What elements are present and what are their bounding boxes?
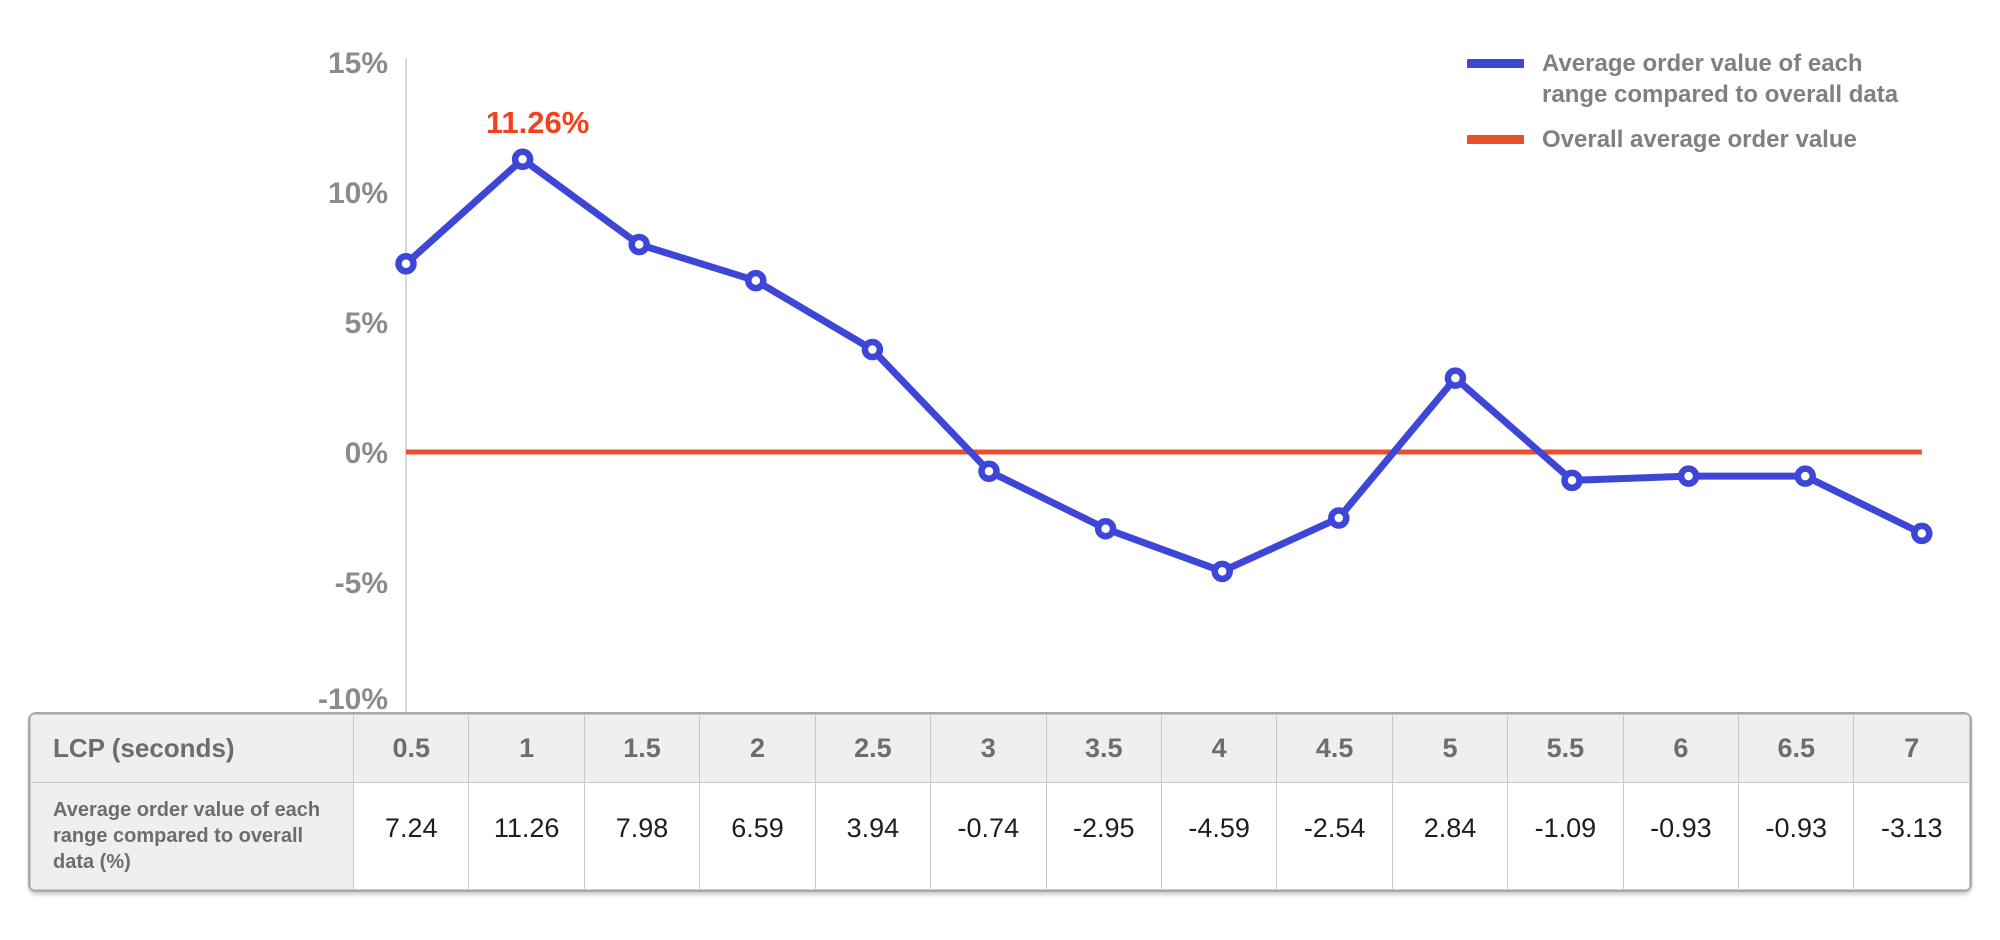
aov-value-cell: 11.26 — [468, 782, 585, 890]
aov-value-cell: 7.24 — [352, 782, 470, 890]
aov-value-cell: -4.59 — [1160, 782, 1278, 890]
data-point-marker — [395, 253, 417, 275]
lcp-header-cell: 7 — [1853, 714, 1970, 783]
lcp-header-cell: 1.5 — [583, 714, 701, 783]
aov-value-row: Average order value of each range compar… — [30, 782, 1970, 890]
lcp-header-cell: 0.5 — [352, 714, 470, 783]
aov-value-cell: -0.93 — [1738, 782, 1855, 890]
peak-annotation: 11.26% — [486, 105, 589, 140]
data-point-marker — [1561, 469, 1583, 492]
lcp-header-cell: 3.5 — [1045, 714, 1162, 783]
data-point-marker — [1094, 517, 1117, 540]
lcp-header-cell: 4 — [1160, 714, 1278, 783]
aov-row-label: Average order value of each range compar… — [30, 782, 354, 890]
aov-value-cell: -0.74 — [930, 782, 1047, 890]
chart-legend: Average order value of each range compar… — [1467, 48, 1937, 169]
legend-label-overall-average: Overall average order value — [1542, 124, 1857, 155]
aov-value-cell: -3.13 — [1853, 782, 1970, 890]
lcp-header-cell: 2 — [699, 714, 816, 783]
lcp-header-row: LCP (seconds) 0.5 1 1.5 2 2.5 3 3.5 4 4.5 5 5.5 6 6.… — [30, 714, 1970, 783]
lcp-header-cell: 6 — [1622, 714, 1740, 783]
lcp-header-cell: 5.5 — [1507, 714, 1624, 783]
aov-value-cell: -0.93 — [1622, 782, 1740, 890]
lcp-header-cell: 2.5 — [814, 714, 932, 783]
data-point-marker — [861, 338, 884, 361]
legend-item-overall-average: Overall average order value — [1467, 124, 1937, 155]
legend-item-aov-range: Average order value of each range compar… — [1467, 48, 1937, 110]
y-tick-label: 0% — [345, 437, 388, 470]
legend-label-line: range compared to overall data — [1542, 81, 1899, 108]
data-point-marker — [1444, 367, 1467, 389]
data-point-marker — [1211, 560, 1233, 583]
lcp-header-cell: 4.5 — [1276, 714, 1393, 783]
legend-label-aov-range: Average order value of each range compar… — [1542, 48, 1898, 110]
aov-value-cell: -2.54 — [1276, 782, 1393, 890]
y-tick-label: 10% — [328, 177, 388, 210]
data-point-marker — [1911, 522, 1933, 545]
data-point-marker — [1677, 465, 1700, 487]
aov-value-cell: -1.09 — [1507, 782, 1624, 890]
aov-value-cell: 6.59 — [699, 782, 816, 890]
lcp-header-cell: 3 — [930, 714, 1047, 783]
aov-value-cell: -2.95 — [1045, 782, 1162, 890]
lcp-header-cell: 1 — [468, 714, 585, 783]
data-table: LCP (seconds) 0.5 1 1.5 2 2.5 3 3.5 4 4.5 5 5.5 6 6.… — [30, 714, 1970, 890]
legend-label-line: Overall average order value — [1542, 126, 1857, 153]
y-tick-label: -10% — [318, 683, 388, 712]
y-tick-label: 15% — [328, 47, 388, 80]
data-point-marker — [978, 460, 1000, 482]
lcp-aov-data-table: LCP (seconds) 0.5 1 1.5 2 2.5 3 3.5 4 4.5 5 5.5 6 6.… — [28, 712, 1972, 892]
data-point-marker — [1328, 507, 1350, 529]
data-point-marker — [628, 233, 650, 256]
data-point-marker — [511, 148, 534, 170]
legend-swatch-red — [1467, 135, 1524, 144]
data-point-marker — [745, 269, 767, 292]
data-point-marker — [1794, 465, 1816, 487]
legend-label-line: Average order value of each — [1542, 50, 1863, 77]
lcp-row-label: LCP (seconds) — [30, 714, 354, 783]
y-tick-label: -5% — [335, 567, 388, 600]
aov-value-cell: 2.84 — [1391, 782, 1509, 890]
aov-vs-lcp-line-chart: 15% 10% 5% 0% -5% -10% 11.26% — [318, 47, 1933, 712]
aov-value-cell: 7.98 — [583, 782, 701, 890]
lcp-header-cell: 6.5 — [1738, 714, 1855, 783]
y-tick-label: 5% — [345, 307, 388, 340]
lcp-header-cell: 5 — [1391, 714, 1509, 783]
aov-series-line — [402, 155, 1926, 575]
aov-value-cell: 3.94 — [814, 782, 932, 890]
legend-swatch-blue — [1467, 59, 1524, 68]
